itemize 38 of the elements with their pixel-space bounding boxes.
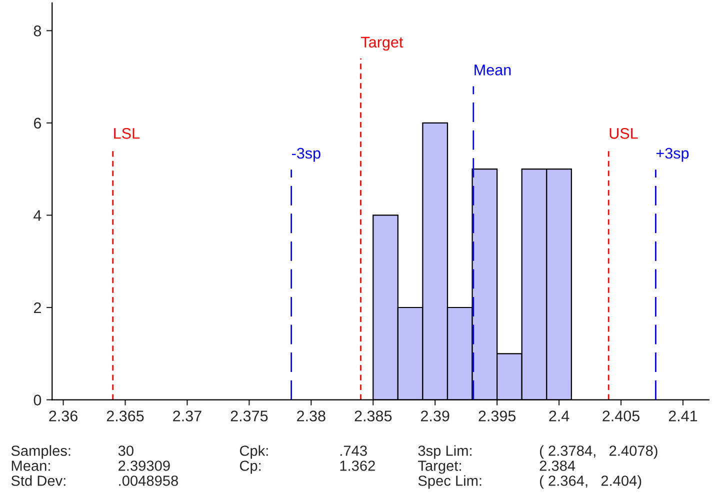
text: Target: [418,460,461,474]
x-tick-label: 2.39 [421,410,450,422]
y-tick-label: 6 [34,118,42,129]
ref-line-label: LSL [114,128,140,139]
text: Cpk: [240,445,268,459]
ref-line-label: Target [361,36,404,51]
x-tick-label: 2.405 [602,410,640,422]
text: Cp: [240,460,261,474]
text: ( 2.3784, 2.4078) [540,445,658,459]
text: Mean: [12,460,50,471]
ref-line-label: Mean [474,64,511,76]
y-tick-label: 4 [34,210,42,221]
text: Spec Lim: [418,475,482,489]
x-tick-label: 2.38 [297,410,326,422]
y-tick-label: 0 [34,394,42,406]
text: 3sp Lim: [418,445,472,459]
x-tick-label: 2.4 [549,410,570,422]
ref-line-label: +3sp [656,148,689,162]
x-tick-label: 2.365 [106,410,144,422]
text: 2.384 [540,460,576,471]
text: .743 [340,446,367,456]
x-tick-label: 2.41 [668,410,698,422]
text: 1.362 [340,460,375,471]
y-tick-label: 2 [34,302,41,314]
x-tick-label: 2.385 [354,410,392,422]
text: 2.39309 [118,460,170,471]
x-tick-label: 2.375 [230,410,268,422]
ref-line-label: USL [610,128,638,139]
y-tick-label: 8 [34,26,42,36]
text: Samples: [11,445,70,459]
x-tick-label: 2.395 [478,410,516,422]
x-tick-label: 2.36 [49,410,78,422]
text: ( 2.364, 2.404) [540,475,642,489]
text: Std Dev: [11,475,66,486]
ref-line-label: -3sp [292,148,320,162]
text: 30 [118,446,134,456]
x-tick-label: 2.37 [173,410,202,422]
text: .0048958 [119,476,178,486]
